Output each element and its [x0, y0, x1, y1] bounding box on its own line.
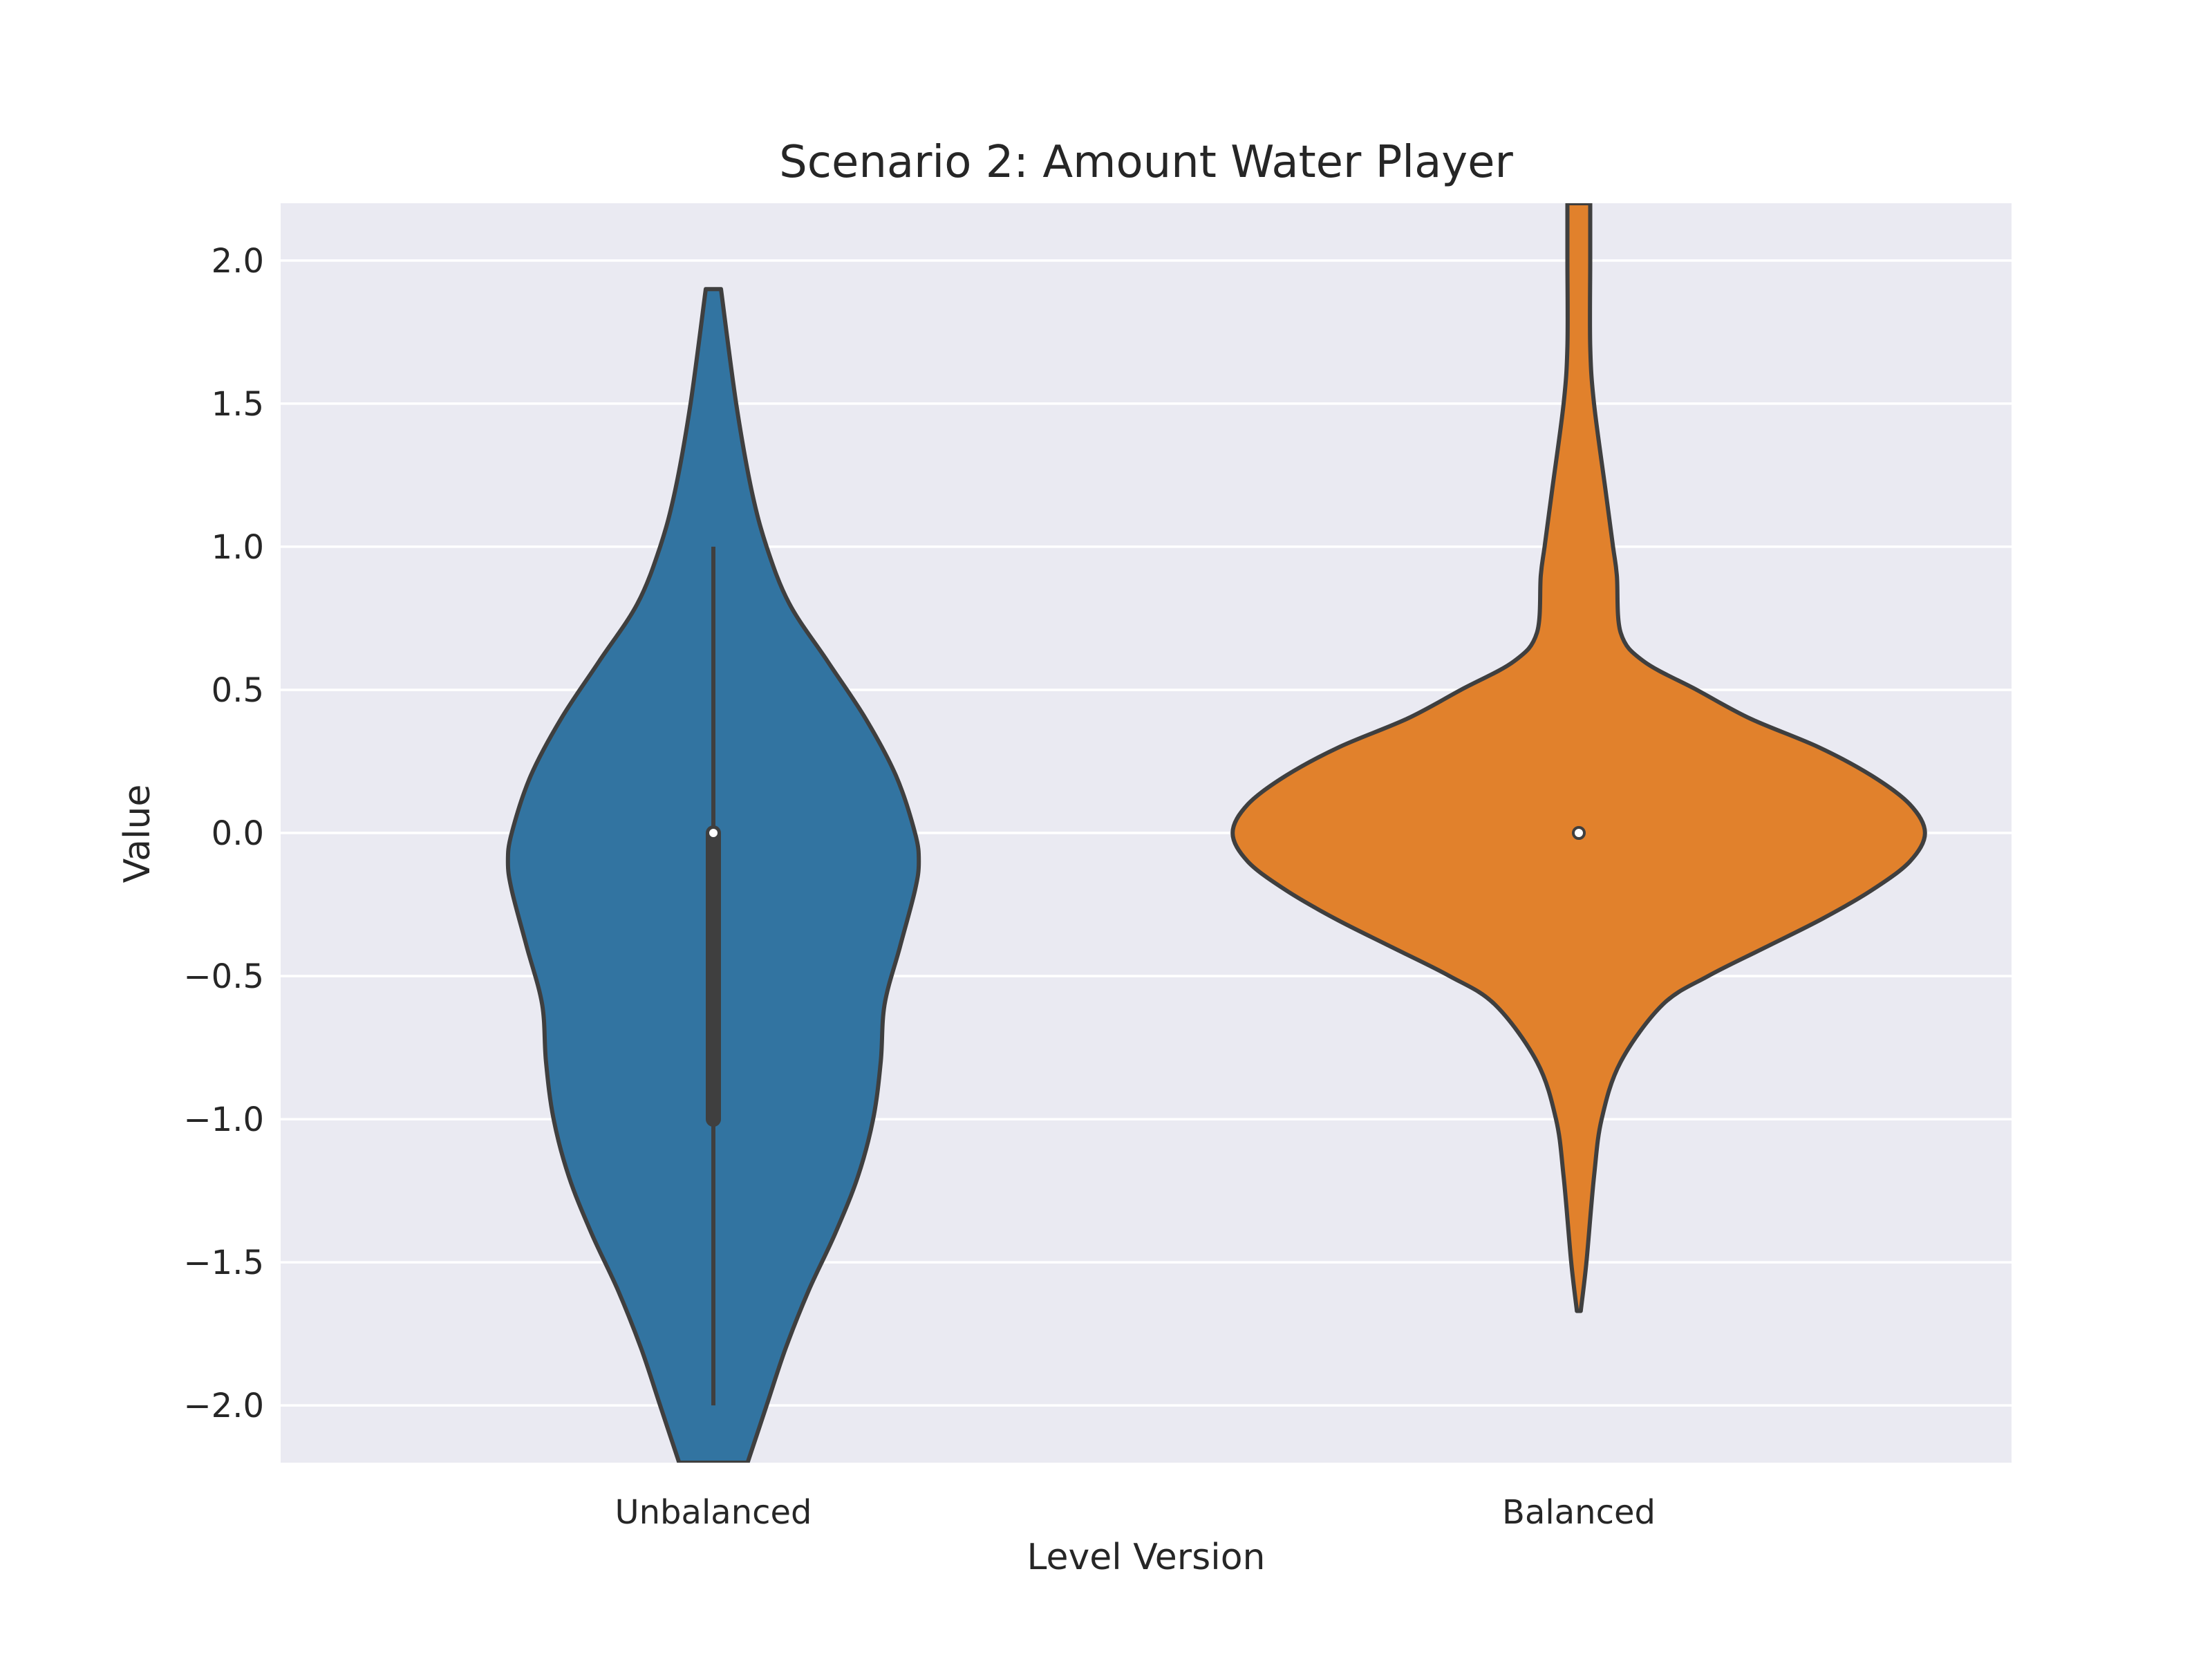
y-tick-label: 2.0 [212, 242, 264, 281]
y-tick-label: −1.5 [183, 1244, 264, 1282]
chart-title: Scenario 2: Amount Water Player [779, 137, 1513, 188]
y-tick-label: 1.0 [212, 528, 264, 567]
y-tick-label: 0.5 [212, 671, 264, 710]
y-tick-label: −2.0 [183, 1387, 264, 1425]
x-axis-ticks: Unbalanced Balanced [615, 1493, 1656, 1532]
y-axis-ticks: 2.0 1.5 1.0 0.5 0.0 −0.5 −1.0 −1.5 −2.0 [183, 242, 264, 1425]
y-tick-label: 1.5 [212, 385, 264, 424]
median-marker-balanced [1572, 826, 1586, 840]
violin-balanced [1230, 203, 1927, 1313]
y-tick-label: 0.0 [212, 814, 264, 853]
violins [505, 203, 1927, 1463]
median-marker-unbalanced [706, 826, 720, 840]
x-tick-label: Unbalanced [615, 1493, 812, 1532]
y-tick-label: −0.5 [183, 957, 264, 996]
x-axis-label: Level Version [1027, 1537, 1265, 1578]
y-axis-label: Value [117, 785, 158, 883]
x-tick-label: Balanced [1502, 1493, 1656, 1532]
y-tick-label: −1.0 [183, 1100, 264, 1139]
